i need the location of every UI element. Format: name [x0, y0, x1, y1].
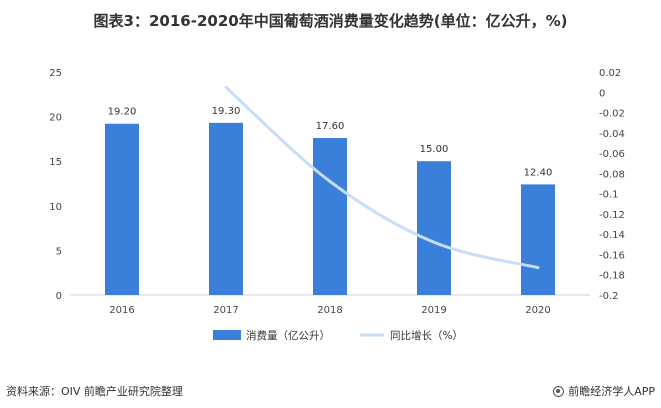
x-tick-label: 2020 — [525, 305, 550, 316]
source-note: 资料来源：OIV 前瞻产业研究院整理 — [6, 385, 183, 398]
y-right-tick-label: -0.14 — [599, 230, 625, 241]
y-right-tick-label: -0.04 — [599, 129, 625, 140]
x-tick-label: 2017 — [213, 305, 238, 316]
bar — [313, 138, 347, 295]
bar-data-label: 15.00 — [420, 144, 449, 155]
bar — [521, 184, 555, 295]
y-left-tick-label: 20 — [49, 113, 62, 124]
brand-logo-icon — [553, 385, 565, 397]
y-left-tick-label: 0 — [56, 291, 62, 302]
y-right-tick-label: -0.06 — [599, 149, 625, 160]
x-tick-label: 2019 — [421, 305, 446, 316]
y-left-tick-label: 10 — [49, 202, 62, 213]
brand-name: 前瞻经济学人APP — [568, 385, 655, 398]
y-left-tick-label: 15 — [49, 157, 62, 168]
bar — [417, 161, 451, 295]
bar-data-label: 17.60 — [316, 121, 345, 132]
y-right-tick-label: -0.2 — [599, 291, 619, 302]
x-tick-label: 2016 — [109, 305, 134, 316]
chart-title: 图表3：2016-2020年中国葡萄酒消费量变化趋势(单位：亿公升，%) — [93, 12, 568, 30]
bar — [209, 122, 243, 296]
growth-line — [224, 85, 540, 270]
y-right-tick-label: -0.02 — [599, 109, 625, 120]
legend-bar-label: 消费量（亿公升） — [246, 329, 330, 342]
x-tick-label: 2018 — [317, 305, 342, 316]
legend-bar-swatch — [213, 330, 241, 340]
bar-data-label: 19.30 — [212, 106, 241, 117]
y-right-tick-label: -0.08 — [599, 169, 625, 180]
y-right-tick-label: 0 — [599, 88, 605, 99]
y-left-tick-label: 5 — [56, 246, 62, 257]
y-left-tick-label: 25 — [49, 68, 62, 79]
y-right-tick-label: -0.16 — [599, 250, 625, 261]
bar-data-label: 19.20 — [108, 107, 137, 118]
y-right-tick-label: 0.02 — [599, 68, 621, 79]
y-right-tick-label: -0.18 — [599, 271, 625, 282]
bar-data-label: 12.40 — [524, 167, 553, 178]
legend-line-label: 同比增长（%） — [390, 329, 463, 342]
brand-credit: 前瞻经济学人APP — [553, 383, 655, 399]
bar — [105, 123, 139, 296]
y-right-tick-label: -0.12 — [599, 210, 625, 221]
y-right-tick-label: -0.1 — [599, 190, 619, 201]
chart-svg: 0 5 10 15 20 25 0.02 0 -0.02 -0.04 -0.06 -0.08 -0.1 -… — [49, 68, 625, 342]
